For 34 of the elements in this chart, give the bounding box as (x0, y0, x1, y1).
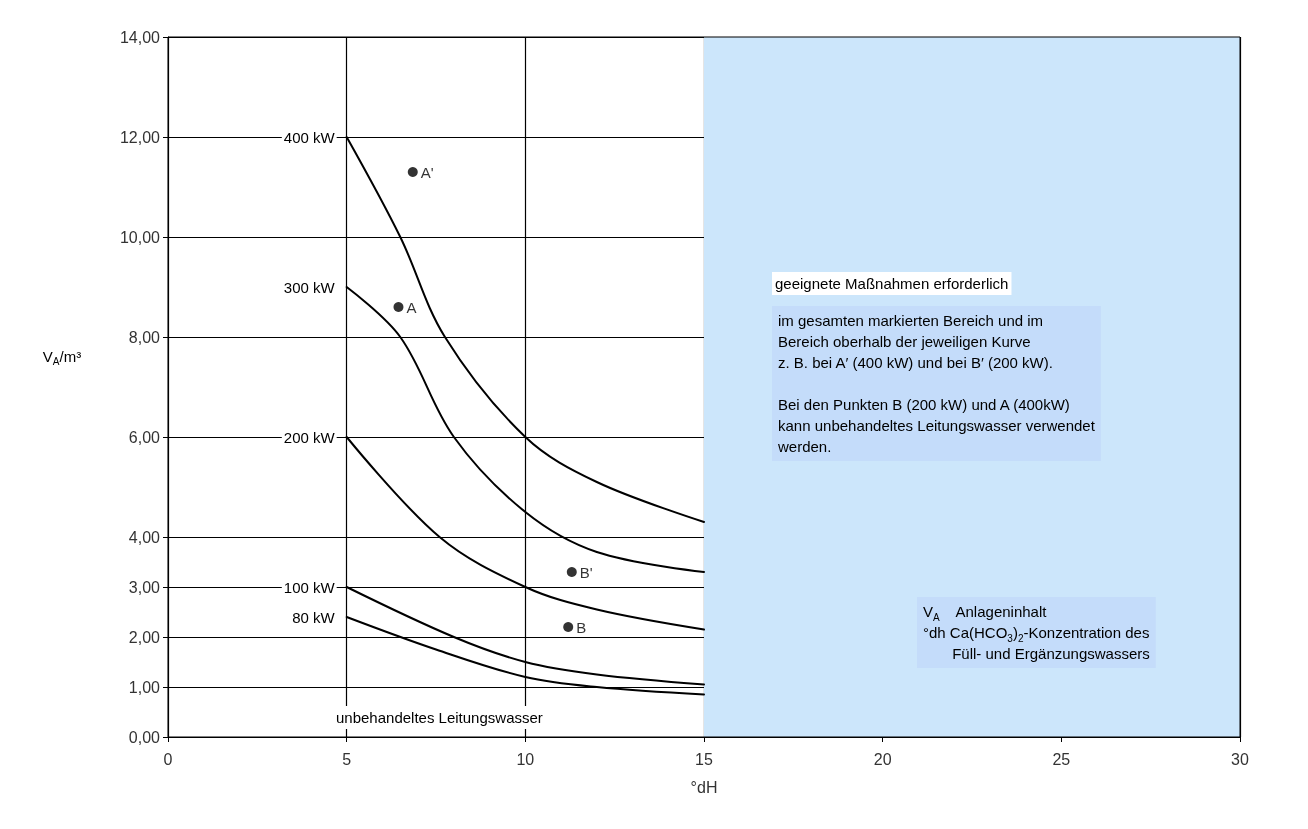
point (563, 622, 574, 632)
point (566, 567, 577, 577)
y-tick-label: 4,00 (128, 528, 161, 546)
series-label: 300 kW (283, 278, 336, 296)
y-tick-label: 10,00 (119, 228, 161, 246)
x-tick-label: 25 (1052, 750, 1071, 768)
annotation: unbehandeltes Leitungswasser (336, 709, 543, 726)
x-tick-label: 30 (1231, 750, 1249, 768)
series-label: A (406, 298, 417, 316)
x-tick-label: 15 (695, 750, 713, 768)
y-tick-label: 1,00 (128, 678, 161, 696)
annotation: geeignete Maßnahmen erforderlich (775, 275, 1009, 292)
x-tick-label: 20 (873, 750, 892, 768)
series-label: 100 kW (283, 578, 336, 596)
series-label: B (576, 618, 587, 636)
y-tick-label: 2,00 (128, 628, 161, 646)
series-label: 80 kW (292, 608, 336, 626)
x-tick-label: 5 (342, 750, 352, 768)
y-tick-label: 14,00 (119, 28, 161, 46)
x-tick-label: 10 (516, 750, 535, 768)
point (393, 302, 404, 312)
text: im gesamten markierten Bereich und im Bereich oberhalb der jeweiligen Kurve z. B. bei A′ (400 kW) und bei B′ (200 kW). Bei den Punkten B (200 kW) und A (400kW) kann unbehandeltes Leitungswasser verwendet werden. (778, 312, 1095, 455)
series-label: 400 kW (283, 128, 336, 146)
point (407, 167, 418, 177)
y-tick-label: 8,00 (128, 328, 161, 346)
x-axis-title: °dH (690, 778, 718, 796)
y-tick-label: 12,00 (119, 128, 161, 146)
x-tick-label: 0 (163, 750, 173, 768)
y-tick-label: 0,00 (128, 728, 161, 746)
y-tick-label: 6,00 (128, 428, 161, 446)
y-tick-label: 3,00 (128, 578, 161, 596)
series-label: A' (420, 163, 434, 181)
series-label: 200 kW (283, 428, 336, 446)
series-label: B' (579, 563, 593, 581)
